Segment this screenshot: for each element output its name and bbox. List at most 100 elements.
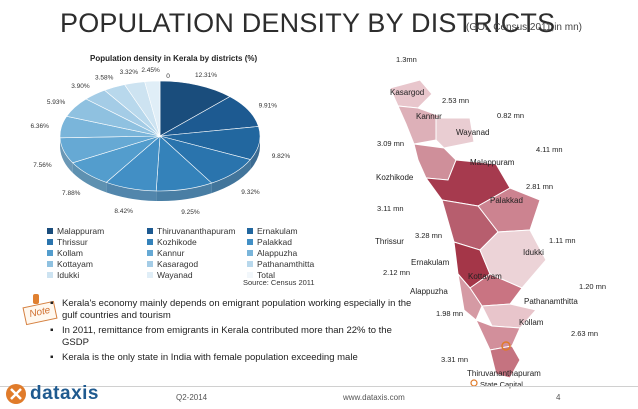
map-district-label: Thrissur (375, 237, 404, 246)
map-district-label: Alappuzha (410, 287, 448, 296)
legend-item: Thrissur (47, 237, 147, 247)
pie-data-label: 3.58% (95, 74, 114, 81)
map-region-thiruvananthapuram (489, 345, 521, 379)
note-bullet: ▪ Kerala's economy mainly depends on emig… (50, 298, 412, 321)
legend-item: Kottayam (47, 259, 147, 269)
map-district-label: Kasargod (390, 88, 425, 97)
legend-swatch (247, 239, 253, 245)
pie-side-thrissur (211, 159, 251, 194)
note-bullet: ▪ In 2011, remittance from emigrants in K… (50, 325, 392, 348)
pie-data-label: 7.88% (62, 190, 81, 197)
legend-label: Alappuzha (257, 248, 298, 258)
legend-swatch (147, 228, 153, 234)
legend-item: Total (247, 270, 337, 280)
map-population-label: 1.98 mn (436, 309, 464, 318)
legend-item: Kozhikode (147, 237, 247, 247)
map-district-label: Pathanamthitta (524, 297, 578, 306)
legend-item: Kasaragod (147, 259, 247, 269)
pie-chart-title: Population density in Kerala by district… (90, 54, 258, 63)
legend-label: Kottayam (57, 259, 93, 269)
note-bullet: ▪ Kerala is the only state in India with … (50, 352, 358, 363)
legend-item: Kannur (147, 248, 247, 258)
legend-swatch (147, 239, 153, 245)
footer-period: Q2-2014 (176, 393, 208, 402)
map-district-label: Wayanad (456, 128, 490, 137)
pie-data-label: 0 (166, 73, 170, 80)
footer-divider (0, 386, 638, 387)
legend-item: Pathanamthitta (247, 259, 337, 269)
legend-label: Kasaragod (157, 259, 199, 269)
page-number: 4 (556, 393, 561, 402)
pie-data-label: 9.25% (181, 209, 200, 216)
bullet-icon: ▪ (50, 298, 54, 309)
legend-label: Malappuram (57, 226, 105, 236)
pie-side-ernakulam (250, 136, 260, 170)
state-capital-marker (501, 341, 511, 351)
map-population-label: 3.11 mn (377, 204, 404, 213)
pie-data-label: 2.45% (141, 67, 160, 74)
map-population-label: 3.09 mn (377, 139, 405, 148)
legend-item: Idukki (47, 270, 147, 280)
legend-label: Thrissur (57, 237, 88, 247)
legend-swatch (47, 261, 53, 267)
bullet-icon: ▪ (50, 325, 54, 336)
legend-item: Kollam (47, 248, 147, 258)
chart-source: Source: Census 2011 (243, 278, 315, 287)
legend-item: Ernakulam (247, 226, 337, 236)
legend-label: Pathanamthitta (257, 259, 315, 269)
map-population-label: 1.20 mn (579, 282, 607, 291)
map-population-label: 1.3mn (396, 55, 417, 64)
legend-swatch (47, 250, 53, 256)
map-district-label: Idukki (523, 248, 544, 257)
legend-swatch (47, 228, 53, 234)
legend-swatch (247, 228, 253, 234)
pie-data-label: 12.31% (195, 72, 217, 79)
pie-data-label: 3.90% (71, 83, 90, 90)
map-population-label: 3.31 mn (441, 355, 469, 364)
map-district-label: Thiruvananthapuram (467, 369, 541, 378)
pie-legend: Malappuram Thiruvananthapuram Ernakulam Thr… (47, 226, 337, 280)
map-district-label: Ernakulam (411, 258, 450, 267)
pin-icon (33, 294, 39, 304)
pie-data-label: 9.32% (241, 189, 260, 196)
legend-swatch (147, 250, 153, 256)
legend-label: Total (257, 270, 275, 280)
pie-data-label: 9.91% (259, 103, 278, 110)
map-population-label: 2.53 mn (442, 96, 470, 105)
legend-label: Wayanad (157, 270, 193, 280)
legend-item: Thiruvananthapuram (147, 226, 247, 236)
legend-swatch (247, 250, 253, 256)
legend-swatch (47, 272, 53, 278)
map-population-label: 3.28 mn (415, 231, 443, 240)
legend-label: Kannur (157, 248, 185, 258)
pie-slice-malappuram (159, 80, 231, 137)
map-district-label: Kollam (519, 318, 544, 327)
legend-swatch (147, 272, 153, 278)
pie-data-label: 7.56% (33, 162, 52, 169)
pie-data-label: 9.82% (272, 153, 291, 160)
legend-label: Palakkad (257, 237, 292, 247)
legend-item: Wayanad (147, 270, 247, 280)
map-region-pathanamthitta (481, 303, 537, 329)
legend-label: Kollam (57, 248, 83, 258)
pie-data-label: 8.42% (114, 208, 133, 215)
legend-item: Palakkad (247, 237, 337, 247)
pie-chart: 12.31% 9.91% 9.82% 9.32% 9.25% 8.42% 7.88% 7.56… (30, 67, 291, 216)
pie-side-palakkad (106, 182, 157, 201)
pie-data-label: 6.36% (30, 123, 49, 130)
kerala-map (389, 79, 547, 387)
legend-swatch (147, 261, 153, 267)
state-capital-legend-label: State Capital (480, 380, 523, 389)
legend-swatch (47, 239, 53, 245)
pie-data-label: 5.93% (47, 99, 66, 106)
dataxis-logo-icon (6, 384, 26, 404)
legend-swatch (247, 272, 253, 278)
map-region-alappuzha (457, 272, 483, 321)
map-region-wayanad (435, 117, 475, 149)
legend-label: Kozhikode (157, 237, 197, 247)
bullet-icon: ▪ (50, 352, 54, 363)
footer-website[interactable]: www.dataxis.com (343, 393, 405, 402)
legend-label: Idukki (57, 270, 80, 280)
map-population-label: 2.12 mn (383, 268, 411, 277)
map-population-label: 0.82 mn (497, 111, 525, 120)
